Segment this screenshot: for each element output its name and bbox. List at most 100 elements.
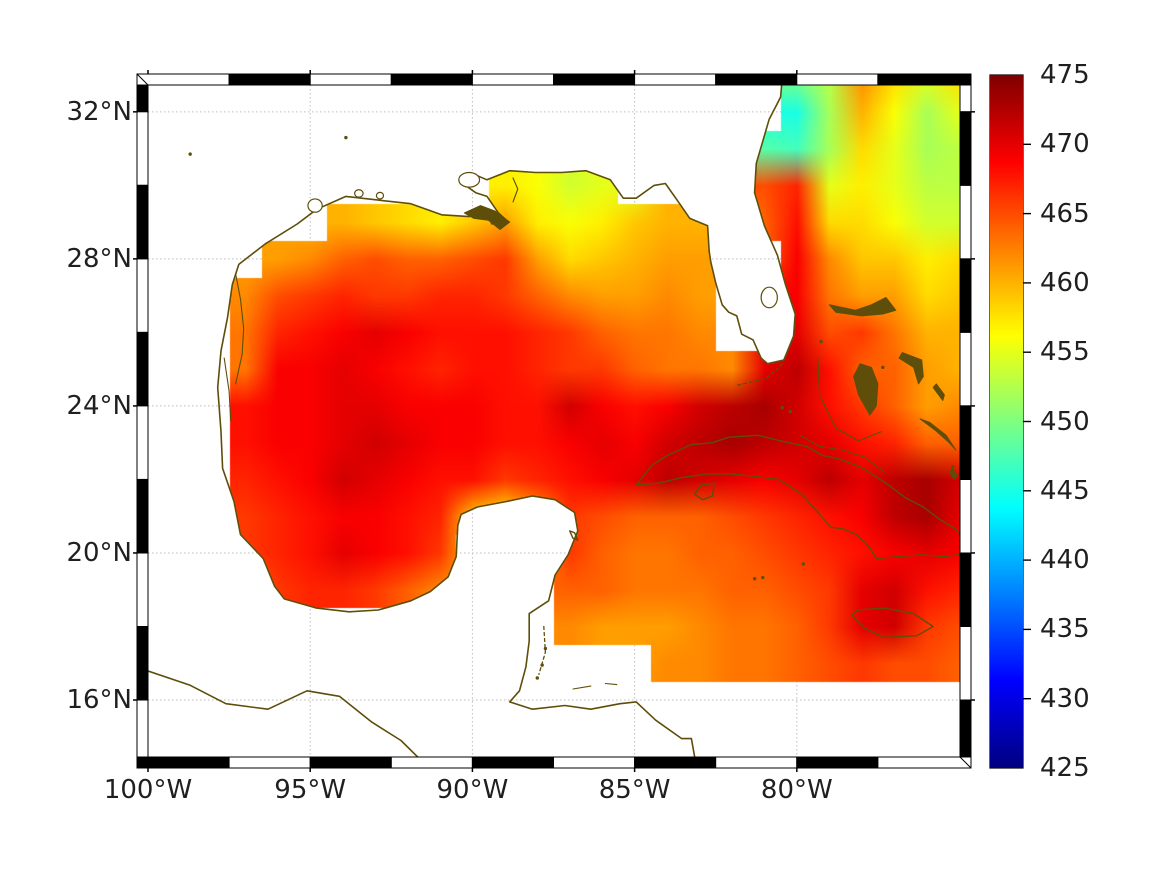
frame-top-seg-4 xyxy=(471,73,554,86)
coastline-small-islands-10 xyxy=(950,464,955,469)
colorbar-tick-label-440: 440 xyxy=(1040,545,1090,576)
frame-left-seg-6 xyxy=(136,479,149,554)
coastline-long-island-exuma xyxy=(919,418,957,451)
coastline-small-islands-0 xyxy=(819,339,823,344)
coastline-chandeleur-islands xyxy=(512,177,519,203)
coastline-texas-barrier-islands xyxy=(235,273,245,385)
frame-bottom-seg-5 xyxy=(553,756,636,769)
y-axis-tick-label-32°N: 32°N xyxy=(66,96,132,127)
colorbar-tick-label-455: 455 xyxy=(1040,337,1090,368)
coastline-small-islands-12 xyxy=(188,152,192,156)
frame-corner-bevel-3 xyxy=(959,756,972,769)
frame-top-seg-5 xyxy=(553,73,636,86)
frame-top-seg-2 xyxy=(309,73,392,86)
frame-top-seg-6 xyxy=(634,73,717,86)
frame-left-seg-7 xyxy=(136,552,149,627)
frame-right-seg-7 xyxy=(959,552,972,627)
frame-top-seg-9 xyxy=(877,73,972,86)
coastline-cozumel xyxy=(569,530,579,541)
x-axis-tick-label-90°W: 90°W xyxy=(436,775,509,805)
frame-right-seg-2 xyxy=(959,184,972,260)
frame-corner-bevel-1 xyxy=(959,73,972,86)
map-frame-border xyxy=(136,73,972,769)
coastline-florida-keys xyxy=(734,363,783,387)
frame-right-seg-4 xyxy=(959,331,972,407)
y-axis-tick-label-16°N: 16°N xyxy=(66,685,132,716)
heatmap-field-canvas xyxy=(148,85,960,757)
coastline-small-islands-6 xyxy=(801,562,806,566)
coastline-galveston-bay xyxy=(307,198,323,213)
frame-corner-bevel-2 xyxy=(136,756,149,769)
coastline-grand-bahama-abaco xyxy=(828,297,897,317)
coastline-andros-island xyxy=(853,363,879,416)
coastline-small-islands-1 xyxy=(881,365,885,370)
frame-top-seg-0 xyxy=(136,73,230,86)
frame-left-seg-3 xyxy=(136,258,149,333)
coastline-small-islands-7 xyxy=(543,646,548,651)
coastline-small-islands-2 xyxy=(780,406,784,410)
coastline-great-bahama-bank-edge xyxy=(817,357,882,442)
colorbar-tick-label-425: 425 xyxy=(1040,753,1090,783)
frame-top-seg-8 xyxy=(796,73,879,86)
coastline-small-islands-5 xyxy=(761,575,765,580)
coastline-mississippi-delta-marsh xyxy=(463,205,511,230)
frame-right-seg-5 xyxy=(959,405,972,480)
x-axis-tick-label-85°W: 85°W xyxy=(598,775,671,805)
colorbar-gradient-canvas xyxy=(990,75,1023,768)
frame-top-seg-3 xyxy=(390,73,473,86)
frame-right-seg-0 xyxy=(959,84,972,113)
frame-bottom-seg-6 xyxy=(634,756,717,769)
coastline-small-islands-13 xyxy=(344,135,348,140)
frame-bottom-seg-2 xyxy=(309,756,392,769)
coastline-mainland-north-america-0 xyxy=(216,85,796,757)
frame-bottom-seg-0 xyxy=(136,756,230,769)
frame-bottom-seg-3 xyxy=(390,756,473,769)
colorbar-tick-label-460: 460 xyxy=(1040,267,1090,298)
y-axis-tick-label-24°N: 24°N xyxy=(66,390,132,421)
frame-bottom-seg-1 xyxy=(228,756,311,769)
colorbar-tick-label-435: 435 xyxy=(1040,614,1090,645)
frame-left-seg-0 xyxy=(136,84,149,113)
x-axis-tick-label-80°W: 80°W xyxy=(760,775,833,805)
frame-bottom-seg-7 xyxy=(715,756,798,769)
coastline-laguna-madre-mexico xyxy=(223,357,232,422)
coastline-utila xyxy=(604,682,618,686)
y-axis-tick-label-28°N: 28°N xyxy=(66,243,132,274)
x-axis-tick-label-100°W: 100°W xyxy=(103,775,193,805)
colorbar-tick-label-465: 465 xyxy=(1040,198,1090,229)
frame-left-seg-8 xyxy=(136,626,149,701)
coastline-lake-okeechobee xyxy=(760,286,778,309)
coastline-sabana-camaguey-cays xyxy=(799,434,885,473)
frame-left-seg-2 xyxy=(136,184,149,260)
frame-right-seg-8 xyxy=(959,626,972,701)
frame-bottom-seg-4 xyxy=(471,756,554,769)
frame-left-seg-5 xyxy=(136,405,149,480)
coastline-isla-de-la-juventud xyxy=(693,482,715,501)
coastline-lake-pontchartrain xyxy=(458,171,481,188)
frame-right-seg-9 xyxy=(959,699,972,758)
frame-left-seg-9 xyxy=(136,699,149,758)
coastline-small-islands-8 xyxy=(540,663,544,667)
frame-left-seg-1 xyxy=(136,111,149,186)
coastline-jamaica xyxy=(851,607,934,639)
frame-corner-bevel-0 xyxy=(136,73,149,86)
coastlines-layer xyxy=(148,85,960,757)
frame-right-seg-3 xyxy=(959,258,972,333)
coastline-cat-island xyxy=(932,383,945,401)
y-axis-tick-label-20°N: 20°N xyxy=(66,537,132,568)
colorbar-tick-label-475: 475 xyxy=(1040,60,1090,90)
frame-left-seg-4 xyxy=(136,331,149,407)
coastline-roatan xyxy=(572,685,592,690)
coastline-lake-calcasieu xyxy=(354,189,364,198)
coastline-small-islands-9 xyxy=(535,676,539,680)
frame-bottom-seg-9 xyxy=(877,756,972,769)
coastline-ragged-island xyxy=(948,467,958,480)
x-axis-tick-label-95°W: 95°W xyxy=(274,775,347,805)
coastline-mainland-north-america-1 xyxy=(148,670,419,757)
coastline-eleuthera xyxy=(898,352,924,385)
frame-right-seg-1 xyxy=(959,111,972,186)
coastline-lake-sabine xyxy=(375,191,385,200)
frame-bottom-seg-8 xyxy=(796,756,879,769)
